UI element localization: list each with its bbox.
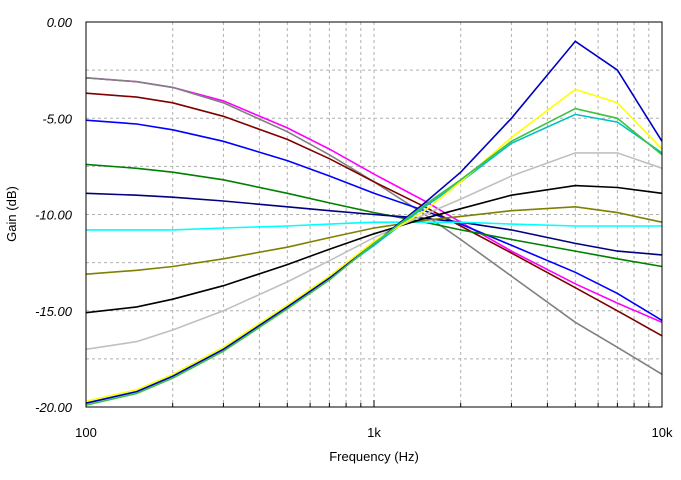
x-tick-label: 10k — [652, 425, 673, 440]
series-line — [85, 152, 663, 351]
series-line — [85, 192, 663, 256]
series-line — [85, 184, 663, 314]
series-line — [85, 205, 663, 275]
series-line — [85, 92, 663, 337]
x-tick-label: 100 — [75, 425, 97, 440]
series-line — [85, 88, 663, 402]
series-line — [85, 119, 663, 322]
y-tick-label: -20.00 — [35, 400, 73, 415]
series-line — [85, 163, 663, 268]
x-tick-label: 1k — [367, 425, 381, 440]
series-line — [86, 221, 662, 231]
series-line — [85, 107, 663, 406]
y-tick-label: -10.00 — [35, 208, 73, 223]
lines — [85, 40, 663, 406]
y-tick-label: -15.00 — [35, 304, 73, 319]
y-tick-label: 0.00 — [47, 15, 73, 30]
x-axis-label: Frequency (Hz) — [329, 449, 419, 464]
y-tick-label: -5.00 — [42, 111, 72, 126]
y-axis-label: Gain (dB) — [4, 186, 19, 242]
plot-frame — [85, 21, 663, 408]
